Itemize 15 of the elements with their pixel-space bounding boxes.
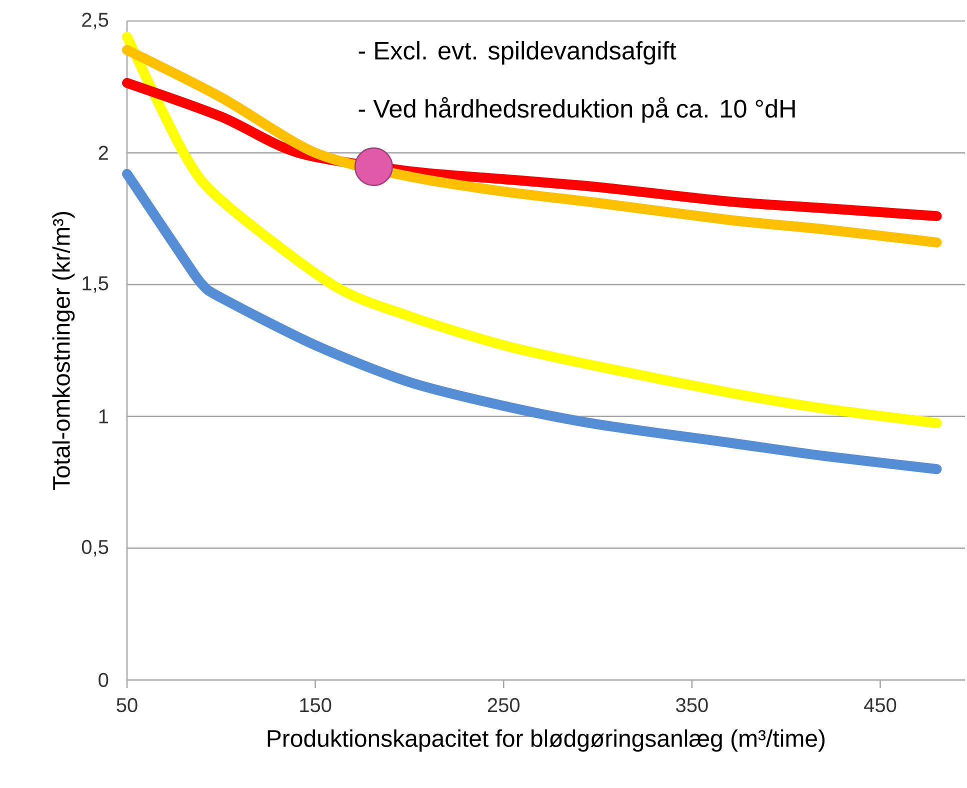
x-tick-label: 250 (488, 698, 520, 712)
y-tick-label: 1,5 (82, 276, 108, 293)
x-tick-label: 350 (676, 698, 708, 712)
y-tick-label: 0 (98, 672, 108, 688)
x-axis-title: Produktionskapacitet for blødgøringsanlæg (m³/time) (268, 729, 825, 752)
x-tick-label: 450 (864, 698, 896, 712)
y-tick-label: 0,5 (82, 540, 108, 556)
x-tick-label: 50 (116, 698, 138, 712)
annotation: - Ved hårdhedsreduktion på ca. 10 °dH (358, 97, 795, 123)
x-tick-label: 150 (300, 698, 332, 712)
y-axis-title: Total-omkostninger (kr/m³) (52, 212, 75, 490)
y-tick-label: 2,5 (82, 12, 108, 30)
y-tick-label: 1 (99, 410, 108, 424)
annotation: - Excl. evt. spildevandsafgift (358, 41, 676, 65)
y-tick-label: 2 (98, 146, 108, 160)
